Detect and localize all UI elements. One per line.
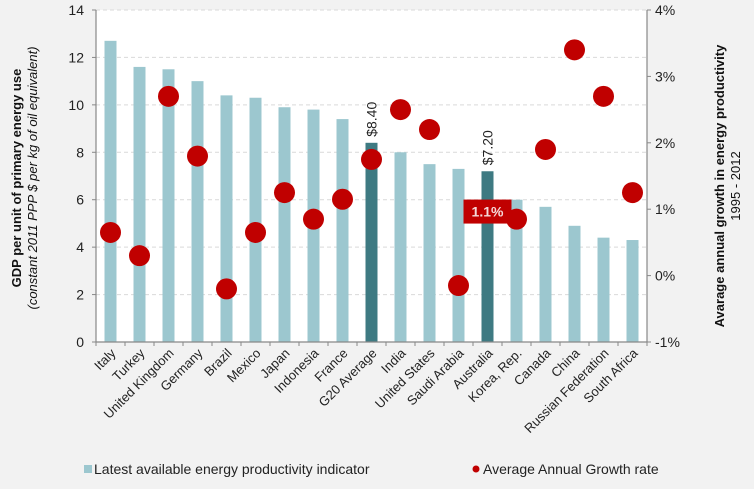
legend-bar-label: Latest available energy productivity ind… (94, 461, 370, 477)
left-tick-label: 2 (76, 287, 84, 303)
right-axis-ticks: -1% 0% 1% 2% 3% 4% (647, 2, 680, 350)
growth-callout-box (463, 199, 512, 224)
growth-dot (245, 221, 266, 243)
bar-france (336, 119, 349, 342)
left-tick-label: 12 (68, 49, 84, 65)
legend-dot-label: Average Annual Growth rate (483, 461, 659, 477)
bar-turkey (133, 66, 146, 343)
bar-g20-average (365, 142, 378, 342)
left-axis-title-sub: (constant 2011 PPP $ per kg of oil equiv… (25, 46, 40, 309)
bar-russian-federation (597, 237, 610, 342)
bar-united-states (423, 164, 436, 342)
growth-dot (622, 182, 643, 204)
right-tick-label: 3% (655, 68, 675, 84)
axes (95, 10, 648, 346)
left-tick-label: 4 (76, 239, 84, 255)
growth-dot (332, 188, 353, 210)
bar-value-label: $8.40 (364, 102, 380, 137)
right-tick-label: 2% (655, 135, 675, 151)
right-axis-title: Avarage annual growth in energy producti… (712, 44, 743, 327)
left-tick-label: 0 (76, 334, 84, 350)
growth-callout-label: 1.1% (472, 204, 504, 220)
growth-dot (448, 275, 469, 297)
growth-dot (303, 208, 324, 230)
growth-dot (129, 245, 150, 267)
bar-china (568, 225, 581, 342)
left-tick-label: 8 (76, 144, 84, 160)
growth-dot (100, 221, 121, 243)
legend: Latest available energy productivity ind… (84, 461, 659, 477)
growth-dot (535, 138, 556, 160)
left-tick-label: 10 (68, 97, 84, 113)
bar-italy (104, 40, 117, 342)
bar-germany (191, 81, 204, 343)
left-axis-title: GDP per unit of primary energy use (cons… (9, 46, 40, 309)
bar-brazil (220, 95, 233, 342)
bar-saudi-arabia (452, 168, 465, 342)
growth-dot (187, 145, 208, 167)
right-tick-label: 1% (655, 201, 675, 217)
growth-dot (158, 85, 179, 107)
left-tick-label: 6 (76, 192, 84, 208)
right-axis-title-main: Avarage annual growth in energy producti… (712, 44, 727, 327)
growth-dot (216, 278, 237, 300)
legend-dot-swatch (472, 465, 480, 473)
right-tick-label: 4% (655, 2, 675, 18)
right-tick-label: -1% (655, 334, 680, 350)
right-axis-title-sub: 1995 - 2012 (728, 151, 743, 220)
bar-united-kingdom (162, 69, 175, 343)
right-tick-label: 0% (655, 268, 675, 284)
left-axis-ticks: 0 2 4 6 8 10 12 14 (68, 2, 96, 350)
bar-japan (278, 107, 291, 342)
annotations: $8.40 $7.20 1.1% (364, 102, 512, 224)
growth-dot (419, 119, 440, 141)
bar-india (394, 152, 407, 342)
bar-south-africa (626, 240, 639, 342)
growth-dot (361, 148, 382, 170)
bar-canada (539, 206, 552, 342)
left-axis-title-main: GDP per unit of primary energy use (9, 69, 24, 288)
growth-dot (593, 85, 614, 107)
growth-dot (274, 182, 295, 204)
bar-mexico (249, 97, 262, 342)
growth-dots (100, 39, 643, 300)
bar-australia (481, 171, 494, 342)
legend-bar-swatch (84, 465, 92, 473)
bar-korea-rep- (510, 199, 523, 342)
growth-dot (564, 39, 585, 61)
bar-value-label: $7.20 (480, 130, 496, 165)
left-tick-label: 14 (68, 2, 84, 18)
growth-dot (390, 99, 411, 121)
